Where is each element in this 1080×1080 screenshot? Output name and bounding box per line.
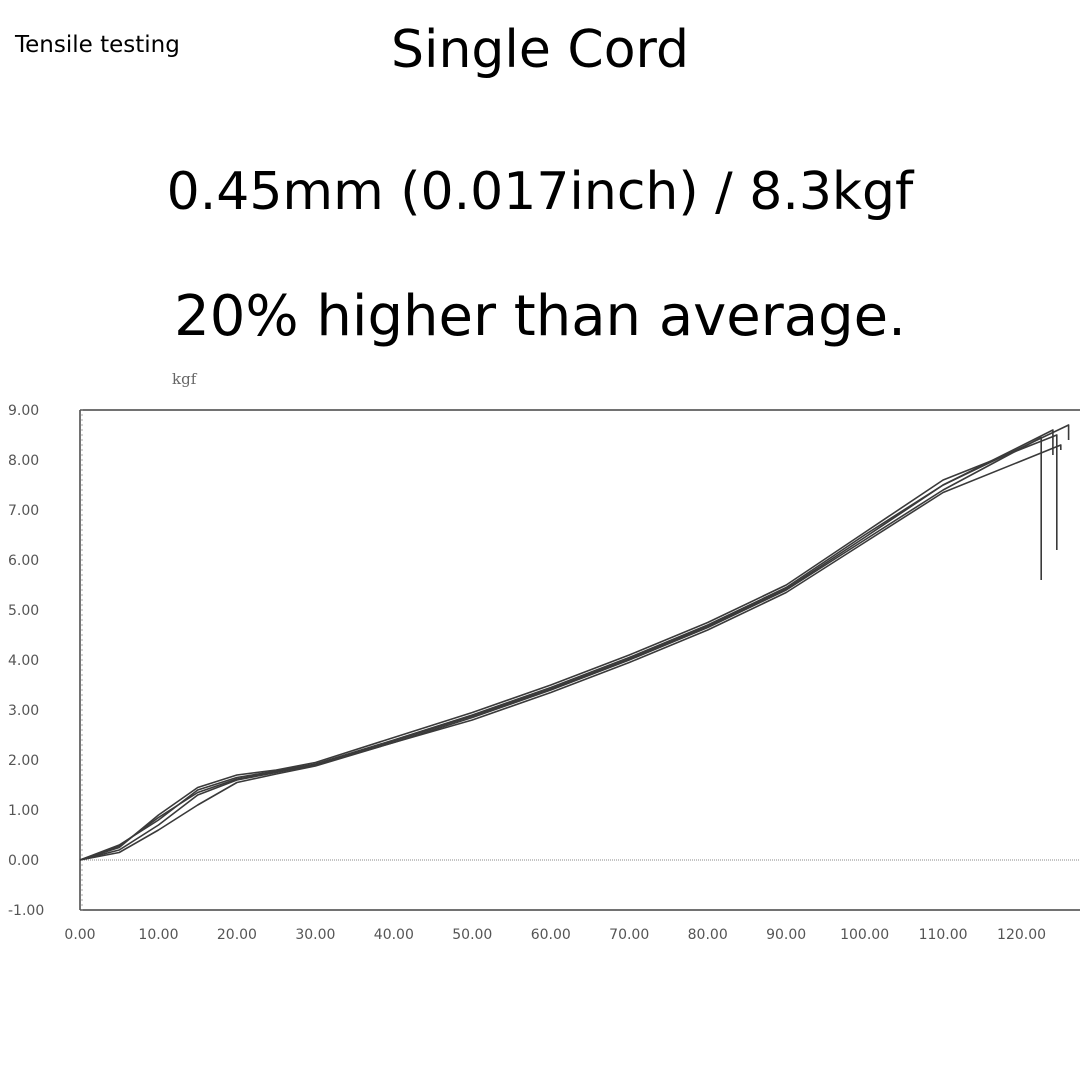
series-line-4 (79, 444, 1062, 861)
series-line-5 (79, 424, 1070, 861)
y-tick-label: 1.00 (8, 803, 39, 819)
plot-frame (79, 409, 1080, 911)
y-tick-label: 0.00 (8, 853, 39, 869)
y-axis: 9.00 8.00 7.00 6.00 5.00 4.00 3.00 2.00 1.00 0.00… (8, 403, 44, 919)
x-tick-label: 80.00 (688, 927, 728, 943)
x-tick-label: 30.00 (295, 927, 335, 943)
spec-line: 0.45mm (0.017inch) / 8.3kgf (166, 162, 914, 222)
x-tick-label: 0.00 (64, 927, 95, 943)
series-layer (79, 424, 1070, 861)
x-tick-label: 70.00 (609, 927, 649, 943)
x-tick-label: 120.00 (997, 927, 1046, 943)
x-tick-label: 90.00 (766, 927, 806, 943)
y-unit-label: kgf (172, 370, 198, 388)
series-line-2 (79, 429, 1054, 861)
y-tick-label: 7.00 (8, 503, 39, 519)
y-tick-label: 4.00 (8, 653, 39, 669)
x-tick-label: 110.00 (919, 927, 968, 943)
series-line-3 (79, 434, 1058, 861)
y-tick-label: 2.00 (8, 753, 39, 769)
x-tick-label: 100.00 (840, 927, 889, 943)
claim-line: 20% higher than average. (174, 284, 906, 349)
corner-label: Tensile testing (15, 32, 180, 58)
x-tick-label: 20.00 (217, 927, 257, 943)
x-axis: 0.00 10.00 20.00 30.00 40.00 50.00 60.00 70.00 8… (64, 927, 1046, 943)
y-tick-label: 9.00 (8, 403, 39, 419)
page-title: Single Cord (391, 20, 689, 80)
y-tick-label: 8.00 (8, 453, 39, 469)
y-tick-label: 5.00 (8, 603, 39, 619)
x-tick-label: 10.00 (138, 927, 178, 943)
x-tick-label: 60.00 (531, 927, 571, 943)
y-tick-label: -1.00 (8, 903, 44, 919)
y-tick-label: 6.00 (8, 553, 39, 569)
tensile-chart: kgf 9.00 8.00 7.00 6.00 5.00 4.00 3.00 2.00 1.00… (8, 370, 1080, 943)
series-line-1 (79, 436, 1042, 861)
x-tick-label: 40.00 (374, 927, 414, 943)
x-tick-label: 50.00 (452, 927, 492, 943)
y-tick-label: 3.00 (8, 703, 39, 719)
